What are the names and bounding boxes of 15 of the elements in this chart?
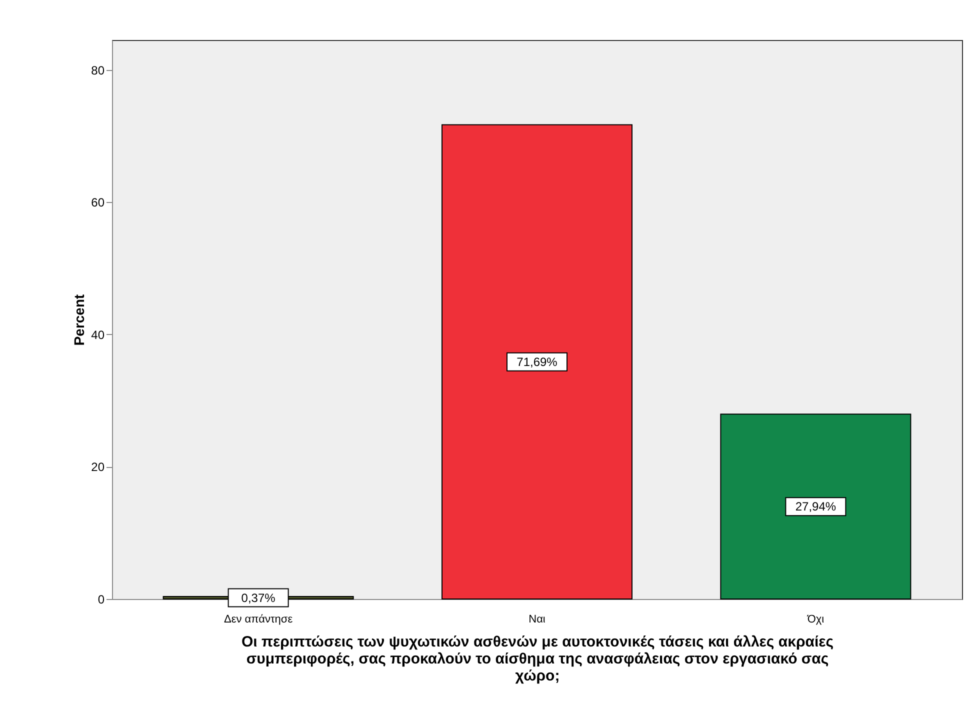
y-tick-label: 20 (91, 460, 105, 474)
y-tick-label: 0 (98, 592, 105, 606)
y-axis-title: Percent (71, 294, 88, 346)
data-label: 27,94% (795, 500, 836, 514)
x-tick-label: Όχι (806, 614, 825, 626)
data-label: 71,69% (516, 354, 558, 369)
y-tick-label: 80 (91, 63, 105, 78)
bar (720, 414, 912, 600)
y-tick-label: 60 (91, 196, 105, 210)
bar (442, 124, 632, 600)
x-tick-label: Δεν απάντησε (224, 614, 293, 626)
x-axis-title: Οι περιπτώσεις των ψυχωτικών ασθενών με αυτοκτονικές τάσεις και άλλες ακραίες συμπεριφορές, σας προκαλούν το αίσθημα της ανασφάλειας στον εργασιακό σας χώρο; (241, 634, 834, 684)
y-tick-label: 40 (91, 328, 105, 342)
x-tick-label: Ναι (528, 614, 546, 626)
data-label: 0,37% (241, 590, 276, 605)
